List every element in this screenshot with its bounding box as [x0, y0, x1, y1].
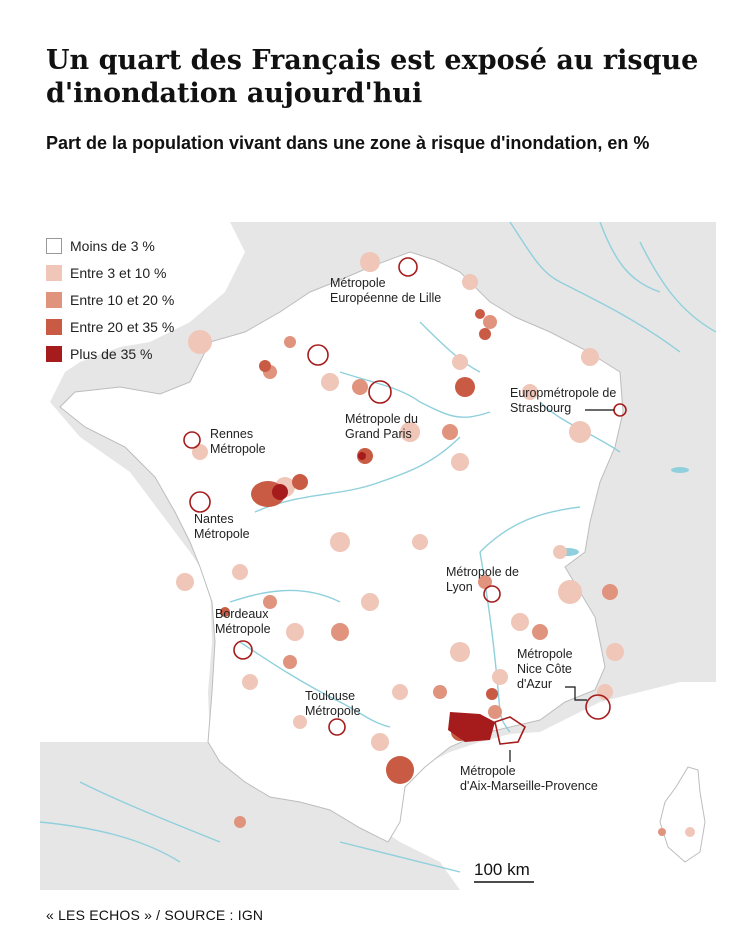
label-lille: Métropole Européenne de Lille	[330, 276, 442, 305]
legend: Moins de 3 % Entre 3 et 10 % Entre 10 et…	[46, 232, 174, 367]
label-paris: Métropole du Grand Paris	[345, 412, 418, 441]
label-strasbourg: Europmétropole de Strasbourg	[510, 386, 617, 415]
legend-swatch-3-10	[46, 264, 62, 281]
legend-label: Plus de 35 %	[70, 345, 153, 362]
map-canvas	[40, 222, 716, 890]
legend-item: Plus de 35 %	[46, 340, 174, 367]
legend-item: Entre 3 et 10 %	[46, 259, 174, 286]
scale-label: 100 km	[474, 860, 530, 879]
legend-item: Entre 20 et 35 %	[46, 313, 174, 340]
label-toulouse: Toulouse Métropole	[305, 689, 361, 718]
label-nantes: Nantes Métropole	[194, 512, 250, 541]
legend-swatch-10-20	[46, 291, 62, 308]
legend-label: Entre 10 et 20 %	[70, 291, 175, 308]
label-nice: Métropole Nice Côte d'Azur	[517, 647, 573, 691]
atlantic-sea	[40, 222, 245, 742]
legend-item: Entre 10 et 20 %	[46, 286, 174, 313]
legend-swatch-20-35	[46, 318, 62, 335]
legend-label: Entre 20 et 35 %	[70, 318, 175, 335]
legend-swatch-over-35	[46, 345, 62, 362]
legend-item: Moins de 3 %	[46, 232, 174, 259]
legend-swatch-under-3	[46, 237, 62, 254]
page-title: Un quart des Français est exposé au risq…	[46, 45, 699, 109]
legend-label: Entre 3 et 10 %	[70, 264, 167, 281]
rivers	[40, 222, 716, 873]
corsica	[659, 766, 706, 863]
page-subtitle: Part de la population vivant dans une zo…	[46, 133, 650, 153]
label-bordeaux: Bordeaux Métropole	[215, 607, 271, 636]
mediterranean-sea	[350, 682, 716, 890]
metropole-outlines	[183, 257, 627, 745]
map: Moins de 3 % Entre 3 et 10 % Entre 10 et…	[40, 222, 716, 890]
zones-3-10	[176, 252, 695, 837]
label-lyon: Métropole de Lyon	[446, 565, 519, 594]
source-credit: « LES ECHOS » / SOURCE : IGN	[46, 907, 264, 923]
label-marseille: Métropole d'Aix-Marseille-Provence	[460, 764, 598, 793]
zones-over-35	[272, 452, 495, 742]
label-rennes: Rennes Métropole	[210, 427, 266, 456]
legend-label: Moins de 3 %	[70, 237, 155, 254]
leader-lines	[509, 409, 614, 762]
lake-neuchatel	[671, 467, 689, 473]
zones-10-20	[234, 315, 666, 836]
